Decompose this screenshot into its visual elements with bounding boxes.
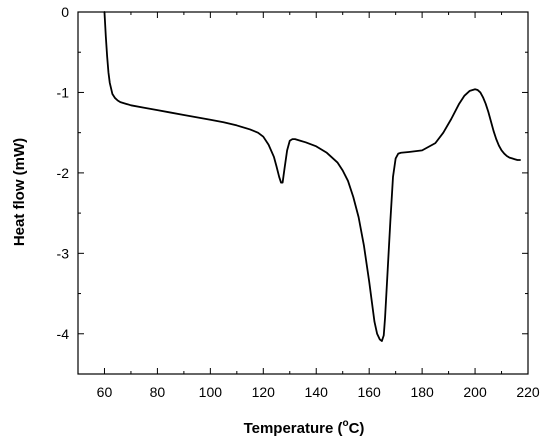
x-tick-label: 100 bbox=[199, 384, 223, 400]
y-tick-label: -4 bbox=[57, 326, 70, 342]
x-axis-ticks: 60 80 100 120 140 160 180 200 220 bbox=[77, 12, 540, 400]
y-axis-ticks: 0 -1 -2 -3 -4 bbox=[57, 4, 528, 375]
x-tick-label: 80 bbox=[150, 384, 166, 400]
plot-area bbox=[77, 11, 529, 375]
x-tick-label: 180 bbox=[410, 384, 434, 400]
x-tick-label: 200 bbox=[463, 384, 487, 400]
y-tick-label: -2 bbox=[57, 165, 70, 181]
y-tick-label: -1 bbox=[57, 84, 70, 100]
y-tick-label: -3 bbox=[57, 245, 70, 261]
y-axis-title: Heat flow (mW) bbox=[11, 138, 28, 246]
x-tick-label: 220 bbox=[516, 384, 540, 400]
x-tick-label: 120 bbox=[252, 384, 276, 400]
x-tick-label: 60 bbox=[97, 384, 113, 400]
x-tick-label: 140 bbox=[305, 384, 329, 400]
heat-flow-line bbox=[103, 11, 521, 342]
plot-frame bbox=[77, 11, 529, 375]
x-axis-title: Temperature (oC) bbox=[244, 418, 365, 437]
x-tick-label: 160 bbox=[357, 384, 381, 400]
series-layer bbox=[103, 11, 521, 342]
y-tick-label: 0 bbox=[61, 4, 69, 20]
